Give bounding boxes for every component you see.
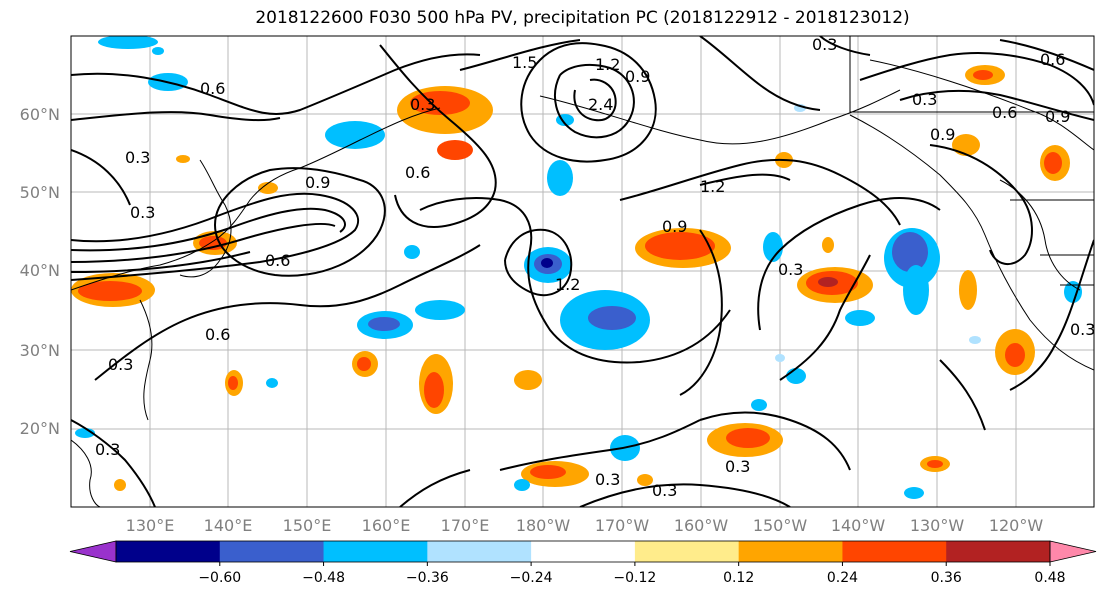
colorbar-tick-label: −0.12 [613,570,656,586]
colorbar-tick-label: −0.48 [302,570,345,586]
pv-contours [71,36,1094,507]
lat-label: 40°N [20,261,60,280]
colorbar-segment [531,541,636,562]
contour-label: 0.9 [930,125,955,144]
colorbar [69,540,1097,566]
lat-label: 30°N [20,341,60,360]
lon-label: 140°W [831,516,886,535]
colorbar-segment [634,541,740,562]
contour-label: 0.9 [305,173,330,192]
lon-label: 160°W [674,516,729,535]
contour-label: 2.4 [588,95,613,114]
contour-label: 0.6 [1040,50,1065,69]
contour-label: 0.9 [1045,107,1070,126]
contour-labels: 0.6 0.3 0.9 0.6 0.3 0.6 0.3 1.5 1.2 0.9 … [95,35,1095,500]
contour-label: 1.2 [595,55,620,74]
lon-label: 170°W [595,516,650,535]
contour-label: 0.9 [662,217,687,236]
contour-label: 0.6 [200,79,225,98]
colorbar-segment [116,541,221,562]
contour-label: 0.3 [912,90,937,109]
map-frame [70,35,1095,508]
colorbar-tick-label: 0.12 [723,570,754,586]
colorbar-extend-max [1049,540,1097,563]
contour-label: 0.3 [108,355,133,374]
colorbar-segment [427,541,532,562]
colorbar-tick-label: −0.60 [198,570,241,586]
contour-label: 1.5 [512,53,537,72]
colorbar-segment [219,541,325,562]
colorbar-segment [738,541,843,562]
contour-label: 0.3 [95,440,120,459]
contour-label: 0.6 [265,251,290,270]
contour-label: 0.6 [992,103,1017,122]
contour-label: 0.6 [405,163,430,182]
colorbar-extend-min [69,540,117,563]
contour-label: 1.2 [700,177,725,196]
colorbar-segment [842,541,947,562]
longitude-labels: 130°E 140°E 150°E 160°E 170°E 180°W 170°… [126,516,1044,535]
lon-label: 180°W [516,516,571,535]
lat-label: 20°N [20,419,60,438]
lon-label: 150°W [753,516,808,535]
contour-label: 0.3 [125,148,150,167]
colorbar-tick-label: −0.24 [510,570,553,586]
lat-label: 50°N [20,183,60,202]
contour-label: 0.3 [778,260,803,279]
map-title: 2018122600 F030 500 hPa PV, precipitatio… [255,8,910,28]
latitude-labels: 60°N 50°N 40°N 30°N 20°N [20,105,60,438]
lat-label: 60°N [20,105,60,124]
contour-label: 1.2 [555,275,580,294]
contour-label: 0.3 [130,203,155,222]
contour-label: 0.3 [595,470,620,489]
colorbar-tick-labels: −0.60 −0.48 −0.36 −0.24 −0.12 0.12 0.24 0.36 0.4… [198,570,1065,586]
colorbar-segment [323,541,428,562]
colorbar-outline [115,540,1051,563]
lon-label: 170°E [441,516,490,535]
lon-label: 120°W [989,516,1044,535]
lon-label: 130°W [910,516,965,535]
contour-label: 0.3 [812,35,837,54]
lon-label: 130°E [126,516,175,535]
lon-label: 140°E [204,516,253,535]
contour-label: 0.3 [410,95,435,114]
colorbar-tick-label: 0.36 [931,570,962,586]
contour-label: 0.3 [1070,320,1095,339]
contour-label: 0.3 [725,457,750,476]
lon-label: 160°E [362,516,411,535]
colorbar-segment [946,541,1051,562]
contour-label: 0.9 [625,67,650,86]
lon-label: 150°E [283,516,332,535]
colorbar-tick-label: −0.36 [406,570,449,586]
colorbar-tick-label: 0.24 [827,570,858,586]
contour-label: 0.6 [205,325,230,344]
precipitation-shading [71,36,1082,499]
contour-label: 0.3 [652,481,677,500]
colorbar-tick-label: 0.48 [1034,570,1065,586]
